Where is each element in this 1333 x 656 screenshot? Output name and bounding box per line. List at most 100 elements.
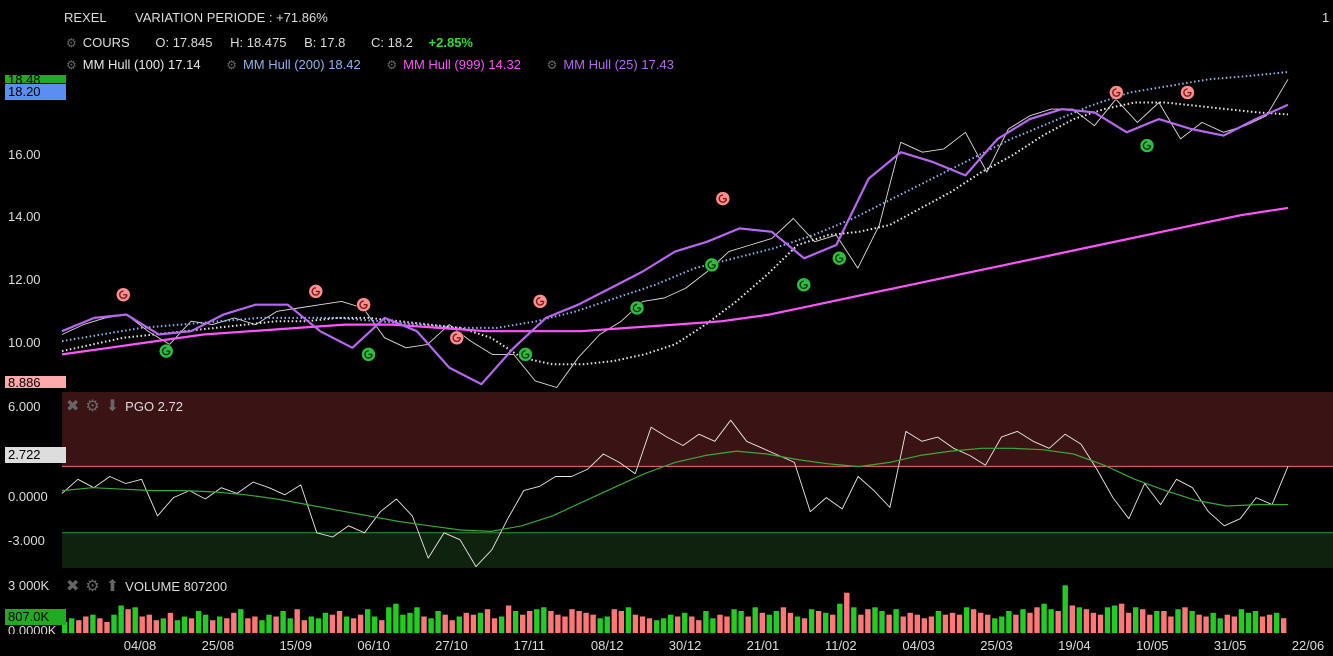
gear-icon[interactable]: ⚙ <box>66 58 77 72</box>
volume-bar <box>1027 612 1033 633</box>
volume-bar <box>956 614 963 633</box>
gear-icon[interactable]: ⚙ <box>546 58 558 72</box>
volume-bar <box>1210 612 1216 633</box>
volume-bar <box>527 611 533 633</box>
x-tick-label: 15/09 <box>279 638 312 653</box>
volume-bar <box>1062 585 1068 633</box>
volume-bar <box>773 611 779 633</box>
volume-bar <box>1013 614 1019 633</box>
volume-bar <box>280 611 286 633</box>
arrow-up-icon[interactable]: ⬆ <box>105 578 120 595</box>
volume-bar <box>315 618 322 633</box>
arrow-down-icon[interactable]: ⬇ <box>105 398 120 415</box>
volume-bar <box>731 609 737 633</box>
volume-bar <box>62 622 68 633</box>
low-value: 17.8 <box>320 35 346 50</box>
x-tick-label: 27/10 <box>435 638 468 653</box>
volume-bar <box>1090 612 1097 633</box>
volume-bar <box>1041 603 1047 633</box>
volume-bar <box>167 612 174 633</box>
volume-bar <box>569 609 575 633</box>
buy-signal-marker[interactable] <box>1139 138 1155 153</box>
volume-bar <box>963 607 970 633</box>
gear-icon[interactable]: ⚙ <box>85 398 100 415</box>
volume-bar <box>174 620 181 633</box>
sell-signal-marker[interactable] <box>1109 85 1124 100</box>
indicator-hull-200-value: 18.42 <box>328 57 361 72</box>
buy-signal-marker[interactable] <box>361 347 376 362</box>
volume-bar <box>808 609 815 633</box>
pgo-title: PGO 2.72 <box>125 399 183 414</box>
symbol-label: REXEL <box>64 10 107 25</box>
close-label: C: <box>370 35 384 50</box>
gear-icon[interactable]: ⚙ <box>226 58 237 72</box>
buy-signal-marker[interactable] <box>796 277 811 293</box>
volume-bar <box>745 616 751 633</box>
volume-last-tag: 807.0K <box>5 609 66 625</box>
buy-signal-marker[interactable] <box>704 257 720 273</box>
close-icon[interactable]: ✖ <box>66 398 80 415</box>
open-label: O: <box>155 35 170 50</box>
sell-signal-marker[interactable] <box>1180 85 1195 100</box>
volume-bar <box>1111 605 1118 633</box>
buy-signal-marker[interactable] <box>832 251 847 266</box>
pgo-tick: -3.000 <box>8 533 45 548</box>
change-value: +2.85% <box>428 35 473 50</box>
x-tick-label: 17/11 <box>513 638 546 653</box>
volume-bar <box>1217 618 1223 633</box>
price-last-tag: 18.20 <box>5 84 66 100</box>
volume-bar <box>815 611 822 633</box>
low-label: B: <box>304 35 317 50</box>
cours-legend: ⚙ COURS O: 17.845 H: 18.475 B: 17.8 C: 18… <box>66 35 473 50</box>
volume-bar <box>562 616 568 633</box>
volume-bar <box>541 607 547 633</box>
volume-bar <box>646 618 653 633</box>
sell-signal-marker[interactable] <box>116 287 131 302</box>
volume-bar <box>1203 616 1209 633</box>
volume-bar <box>76 620 82 633</box>
sell-signal-marker[interactable] <box>532 294 548 309</box>
volume-bar <box>512 611 519 633</box>
volume-bar <box>231 612 237 633</box>
volume-bar <box>548 611 554 633</box>
sell-signal-marker[interactable] <box>715 191 731 206</box>
volume-bar <box>153 620 159 633</box>
pgo-lower-zone <box>62 532 1333 568</box>
volume-bar <box>766 614 772 633</box>
buy-signal-marker[interactable] <box>629 300 645 316</box>
volume-bar <box>1259 616 1266 633</box>
buy-signal-marker[interactable] <box>158 343 174 359</box>
series-mm-hull-200 <box>61 71 1289 343</box>
volume-bar <box>69 618 75 633</box>
volume-bar <box>386 607 392 633</box>
volume-bar <box>1168 616 1174 633</box>
volume-bar <box>435 611 441 633</box>
series-mm-hull-999 <box>61 206 1289 356</box>
volume-bar <box>336 611 343 633</box>
buy-signal-marker[interactable] <box>518 347 533 362</box>
volume-bar <box>759 612 765 633</box>
volume-bar <box>322 612 329 633</box>
volume-bar <box>710 618 716 633</box>
volume-bar <box>90 614 96 633</box>
close-icon[interactable]: ✖ <box>66 578 80 595</box>
gear-icon[interactable]: ⚙ <box>66 36 77 50</box>
gear-icon[interactable]: ⚙ <box>386 58 398 72</box>
gear-icon[interactable]: ⚙ <box>85 578 100 595</box>
volume-tick: 3 000K <box>8 578 50 593</box>
volume-bar <box>583 612 589 633</box>
price-low-tag: 8.886 <box>5 376 66 388</box>
x-tick-label: 10/05 <box>1135 638 1169 653</box>
volume-bar <box>146 614 152 633</box>
volume-bar <box>907 612 913 633</box>
volume-bar <box>985 614 991 633</box>
volume-bar <box>625 607 632 633</box>
variation-label: VARIATION PERIODE : +71.86% <box>135 10 328 25</box>
sell-signal-marker[interactable] <box>308 284 324 299</box>
sell-signal-marker[interactable] <box>449 330 465 346</box>
volume-bar <box>689 616 695 633</box>
volume-bar <box>132 607 138 633</box>
indicator-hull-25-value: 17.43 <box>641 57 674 72</box>
volume-bar <box>1266 614 1273 633</box>
sell-signal-marker[interactable] <box>356 297 371 312</box>
